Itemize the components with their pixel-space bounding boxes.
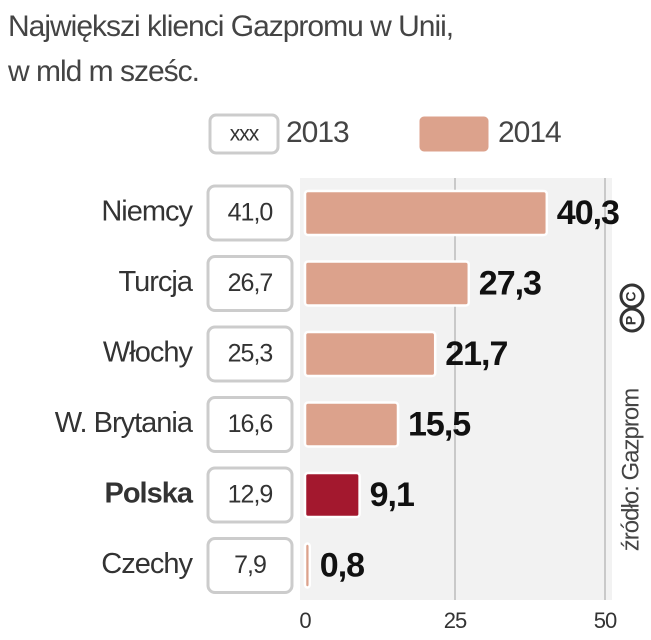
legend-swatch bbox=[208, 113, 280, 155]
category-label: W. Brytania bbox=[55, 407, 194, 439]
value-label: 21,7 bbox=[445, 335, 507, 373]
value-2013: 7,9 bbox=[234, 551, 266, 579]
logo: C P bbox=[619, 283, 645, 333]
bar bbox=[303, 471, 361, 519]
value-label: 9,1 bbox=[370, 476, 414, 514]
x-tick-label: 50 bbox=[594, 608, 617, 633]
value-label: 27,3 bbox=[479, 264, 541, 302]
bar bbox=[303, 260, 471, 307]
value-2013: 41,0 bbox=[228, 199, 273, 227]
value-2013: 25,3 bbox=[228, 340, 273, 368]
legend-label: 2014 bbox=[498, 116, 561, 149]
category-label: Turcja bbox=[119, 266, 194, 298]
plot-background bbox=[300, 178, 612, 600]
logo-letter: P bbox=[623, 316, 639, 325]
legend-sample: xxx bbox=[230, 123, 260, 146]
box-2013 bbox=[206, 184, 294, 242]
box-2013 bbox=[206, 255, 294, 312]
value-label: 15,5 bbox=[408, 405, 470, 443]
chart-subtitle: w mld m sześc. bbox=[7, 55, 199, 88]
box-2013 bbox=[206, 325, 294, 383]
x-tick-label: 25 bbox=[444, 608, 467, 633]
category-label: Czechy bbox=[101, 548, 193, 580]
legend: xxx 2013 2014 bbox=[208, 113, 562, 155]
value-2013: 16,6 bbox=[228, 410, 273, 438]
value-2013: 26,7 bbox=[228, 269, 273, 297]
category-label: Polska bbox=[105, 478, 194, 510]
bar bbox=[303, 542, 312, 589]
logo-circle bbox=[619, 307, 645, 333]
category-label: Włochy bbox=[103, 337, 194, 369]
x-tick-label: 0 bbox=[299, 608, 311, 633]
bar bbox=[303, 189, 549, 237]
bar bbox=[303, 401, 400, 448]
chart-title: Największi klienci Gazpromu w Unii, bbox=[8, 10, 453, 43]
box-2013 bbox=[206, 537, 294, 594]
legend-swatch bbox=[416, 113, 492, 155]
value-label: 0,8 bbox=[320, 546, 364, 584]
bar bbox=[303, 330, 437, 378]
box-2013 bbox=[206, 396, 294, 453]
box-2013 bbox=[206, 466, 294, 524]
category-label: Niemcy bbox=[101, 196, 193, 228]
logo-circle bbox=[619, 283, 645, 309]
legend-label: 2013 bbox=[286, 116, 349, 149]
value-2013: 12,9 bbox=[228, 481, 273, 509]
source: źródło: Gazprom bbox=[617, 389, 644, 551]
logo-letter: C bbox=[623, 292, 639, 302]
value-label: 40,3 bbox=[557, 194, 619, 232]
